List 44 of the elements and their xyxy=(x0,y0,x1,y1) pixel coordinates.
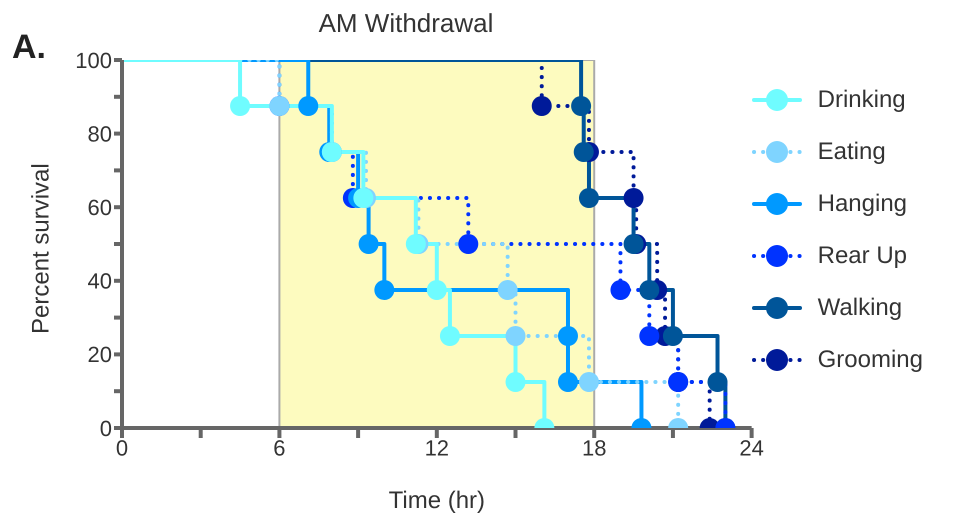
legend-label: Walking xyxy=(818,294,902,322)
x-tick-label: 18 xyxy=(582,436,606,461)
point xyxy=(506,326,526,346)
point xyxy=(574,142,594,162)
x-tick-label: 12 xyxy=(424,436,450,461)
y-tick-label: 40 xyxy=(88,268,112,294)
legend-label: Eating xyxy=(818,138,886,166)
point xyxy=(624,188,644,208)
y-tick-label: 100 xyxy=(75,48,112,73)
point xyxy=(639,326,660,346)
point xyxy=(532,96,552,116)
point xyxy=(230,96,250,116)
point xyxy=(374,280,394,300)
point xyxy=(506,372,526,392)
point xyxy=(578,372,599,392)
x-axis-title: Time (hr) xyxy=(388,487,486,514)
point xyxy=(639,280,660,300)
point xyxy=(578,188,599,208)
y-axis-title: Percent survival xyxy=(28,163,55,334)
point xyxy=(358,234,379,254)
chart-title: AM Withdrawal xyxy=(318,8,494,39)
point xyxy=(426,280,447,300)
legend-label: Drinking xyxy=(818,86,906,114)
point xyxy=(440,326,460,346)
point xyxy=(298,96,318,116)
y-tick-label: 60 xyxy=(88,195,112,220)
point xyxy=(708,372,728,392)
text: A. xyxy=(12,28,46,67)
x-tick-label: 6 xyxy=(273,436,286,461)
legend-label: Rear Up xyxy=(818,242,907,270)
x-tick-label: 24 xyxy=(739,436,764,461)
point xyxy=(498,280,518,300)
point xyxy=(558,372,578,392)
y-tick-label: 0 xyxy=(100,416,112,441)
y-tick-label: 20 xyxy=(88,342,112,368)
point xyxy=(610,280,630,300)
point xyxy=(558,326,578,346)
point xyxy=(662,326,683,346)
y-tick-label: 80 xyxy=(88,121,112,146)
point xyxy=(571,96,592,116)
legend-label: Hanging xyxy=(818,190,908,218)
legend-label: Grooming xyxy=(818,346,923,374)
x-tick-label: 0 xyxy=(116,436,128,461)
point xyxy=(458,234,478,254)
